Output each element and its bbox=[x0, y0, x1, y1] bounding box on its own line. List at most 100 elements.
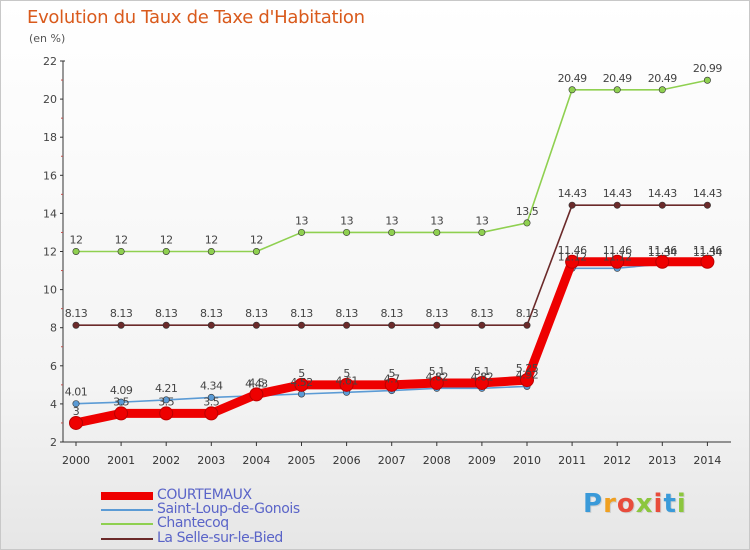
data-label: 3.5 bbox=[158, 395, 174, 408]
data-labels-0: 3 3.5 3.5 3.5 4.5 5 5 5 5.1 5.1 5.25 11.46 11.46 11.4… bbox=[73, 244, 723, 418]
data-label: 13 bbox=[475, 214, 488, 227]
data-label: 8.13 bbox=[516, 307, 539, 320]
data-label: 4.7 bbox=[384, 373, 400, 386]
data-label: 8.13 bbox=[471, 307, 494, 320]
data-label: 12 bbox=[160, 234, 173, 247]
data-point bbox=[433, 321, 441, 329]
data-point bbox=[474, 375, 489, 390]
data-label: 8.13 bbox=[290, 307, 313, 320]
brand-logo: Proxiti bbox=[583, 489, 687, 519]
data-label: 5 bbox=[343, 367, 350, 380]
legend-label: La Selle-sur-le-Bied bbox=[157, 530, 283, 546]
data-point bbox=[429, 375, 444, 390]
x-tick-label: 2000 bbox=[62, 454, 90, 467]
y-tick-label: 8 bbox=[50, 322, 57, 335]
data-label: 3.5 bbox=[203, 395, 219, 408]
data-point bbox=[207, 321, 215, 329]
series-chantecoq bbox=[72, 76, 711, 256]
data-label: 4.82 bbox=[426, 370, 449, 383]
data-point bbox=[703, 201, 711, 209]
data-point bbox=[159, 406, 174, 421]
legend-label: Saint-Loup-de-Gonois bbox=[157, 501, 300, 517]
data-label: 4.34 bbox=[200, 379, 223, 392]
data-point bbox=[478, 228, 486, 236]
data-label: 3 bbox=[73, 405, 80, 418]
data-point bbox=[117, 248, 125, 256]
data-label: 13 bbox=[340, 214, 353, 227]
data-point bbox=[613, 86, 621, 94]
data-label: 20.49 bbox=[648, 72, 677, 85]
brand-letter: i bbox=[653, 489, 664, 519]
data-label: 11.46 bbox=[693, 244, 722, 257]
data-point bbox=[523, 321, 531, 329]
data-point bbox=[478, 321, 486, 329]
data-point bbox=[207, 393, 215, 401]
y-tick-label: 4 bbox=[50, 398, 57, 411]
x-tick-label: 2007 bbox=[378, 454, 406, 467]
legend-swatch bbox=[101, 492, 153, 500]
data-point bbox=[433, 228, 441, 236]
data-point bbox=[339, 377, 354, 392]
data-point bbox=[388, 228, 396, 236]
series-la-selle-sur-le-bied bbox=[72, 201, 711, 329]
data-label: 5.1 bbox=[474, 365, 490, 378]
data-label: 8.13 bbox=[200, 307, 223, 320]
y-tick-label: 22 bbox=[43, 55, 57, 68]
data-point bbox=[703, 76, 711, 84]
data-point bbox=[700, 254, 715, 269]
data-label: 5 bbox=[388, 367, 395, 380]
x-tick-label: 2004 bbox=[242, 454, 270, 467]
legend-swatch bbox=[101, 538, 153, 540]
data-label: 4.92 bbox=[516, 368, 539, 381]
y-tick-label: 18 bbox=[43, 131, 57, 144]
x-tick-label: 2014 bbox=[693, 454, 721, 467]
data-point bbox=[297, 228, 305, 236]
y-tick-label: 2 bbox=[50, 436, 57, 449]
data-labels-1: 4.01 4.09 4.21 4.34 4.43 4.52 4.61 4.7 4.82 4.82 4… bbox=[65, 246, 723, 399]
data-label: 5 bbox=[298, 367, 305, 380]
data-label: 5.1 bbox=[429, 365, 445, 378]
y-tick-label: 12 bbox=[43, 246, 57, 259]
data-point bbox=[568, 86, 576, 94]
data-point bbox=[72, 321, 80, 329]
chart-unit: (en %) bbox=[29, 32, 66, 45]
data-point bbox=[204, 406, 219, 421]
data-label: 14.43 bbox=[693, 187, 722, 200]
chart-title: Evolution du Taux de Taxe d'Habitation bbox=[27, 7, 365, 28]
x-tick-label: 2009 bbox=[468, 454, 496, 467]
x-tick-label: 2012 bbox=[603, 454, 631, 467]
data-label: 11.34 bbox=[648, 246, 677, 259]
brand-letter: o bbox=[616, 489, 636, 519]
data-point bbox=[162, 248, 170, 256]
data-label: 20.49 bbox=[558, 72, 587, 85]
data-label: 13 bbox=[430, 214, 443, 227]
brand-letter: x bbox=[635, 489, 654, 519]
data-label: 13 bbox=[295, 214, 308, 227]
data-point bbox=[613, 201, 621, 209]
brand-letter: r bbox=[603, 489, 617, 519]
data-label: 8.13 bbox=[155, 307, 178, 320]
data-labels-2: 12 12 12 12 12 13 13 13 13 13 13.5 20.49 20.49 20.49 2… bbox=[70, 62, 723, 246]
data-label: 14.43 bbox=[558, 187, 587, 200]
y-tick-label: 20 bbox=[43, 93, 57, 106]
data-point bbox=[252, 248, 260, 256]
data-point bbox=[658, 201, 666, 209]
data-point bbox=[114, 406, 129, 421]
data-label: 5.25 bbox=[516, 362, 539, 375]
data-point bbox=[117, 398, 125, 406]
data-label: 8.13 bbox=[65, 307, 88, 320]
brand-letter: t bbox=[663, 489, 677, 519]
y-tick-label: 16 bbox=[43, 169, 57, 182]
x-tick-label: 2008 bbox=[423, 454, 451, 467]
data-label: 11.46 bbox=[558, 244, 587, 257]
data-label: 11.46 bbox=[603, 244, 632, 257]
series-courtemaux bbox=[69, 254, 715, 430]
data-point bbox=[388, 321, 396, 329]
data-label: 4.43 bbox=[245, 378, 268, 391]
data-point bbox=[207, 248, 215, 256]
data-point bbox=[117, 321, 125, 329]
x-tick-label: 2011 bbox=[558, 454, 586, 467]
data-label: 11.12 bbox=[558, 250, 587, 263]
data-point bbox=[162, 321, 170, 329]
